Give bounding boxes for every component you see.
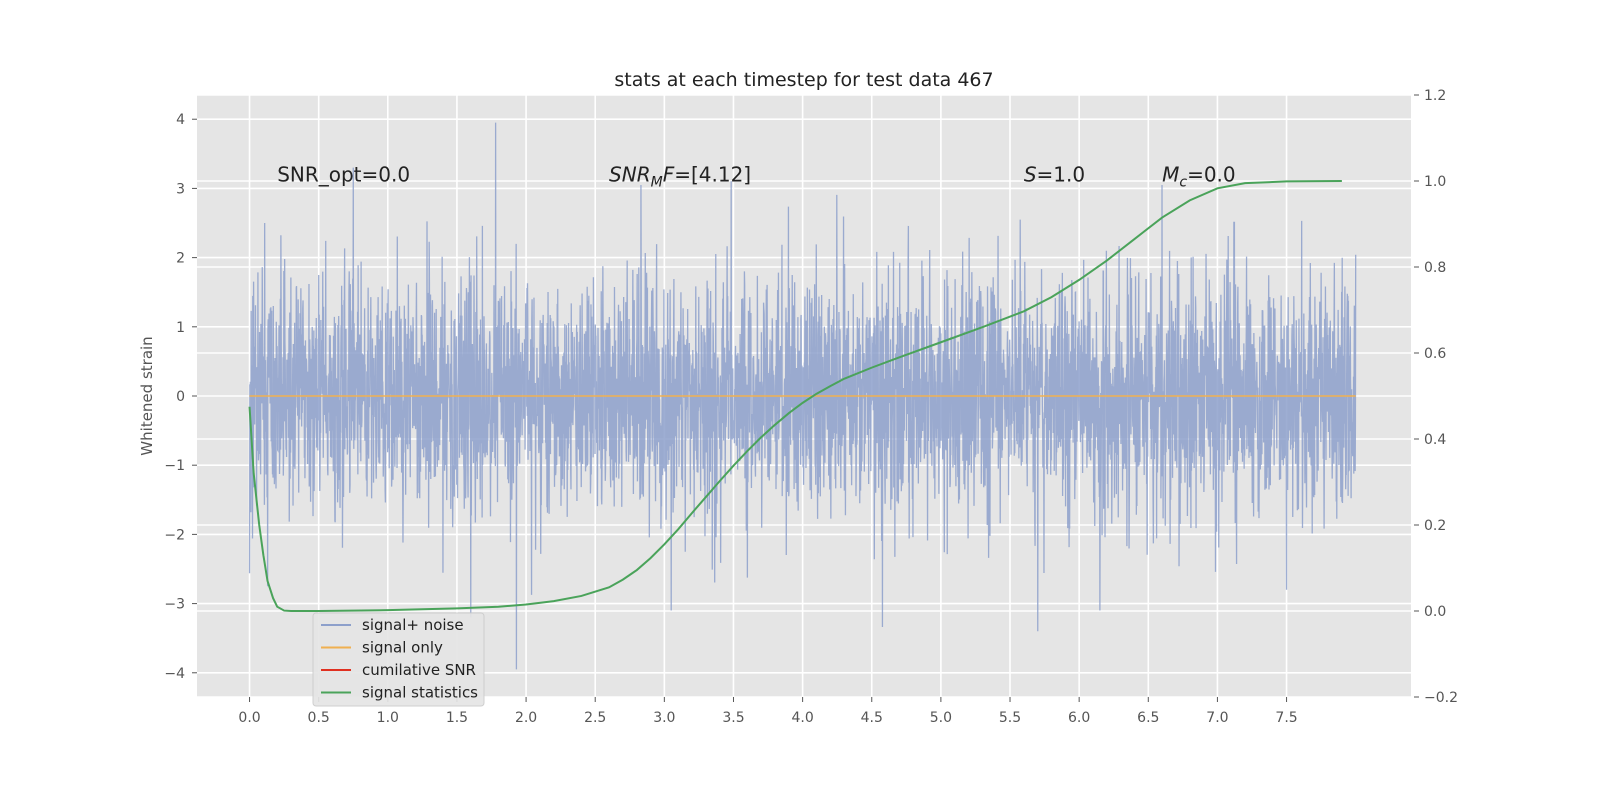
annotation-label: S=1.0: [1024, 162, 1085, 186]
y2-tick-label: 0.0: [1424, 604, 1446, 620]
y2-tick-label: 0.4: [1424, 432, 1446, 448]
annotation-label: SNR_opt=0.0: [277, 162, 410, 186]
annotation-label: Mc=0.0: [1162, 162, 1236, 190]
y2-tick-label: 1.0: [1424, 174, 1446, 190]
y-tick-label: 2: [176, 251, 185, 267]
x-tick-label: 1.5: [446, 710, 468, 726]
y-tick-label: −2: [164, 527, 185, 543]
x-tick-label: 5.0: [930, 710, 952, 726]
series-line-signal-noise: [248, 122, 1357, 670]
series-line-signal-statistics: [248, 180, 1342, 612]
legend-entry: cumilative SNR: [362, 661, 476, 679]
y2-tick-label: 0.8: [1424, 260, 1446, 276]
y-tick-label: −4: [164, 666, 185, 682]
legend: signal+ noise signal only cumilative SNR si…: [312, 612, 485, 707]
chart-title: stats at each timestep for test data 467: [614, 69, 993, 91]
y-tick-label: −1: [164, 458, 185, 474]
y2-tick-label: 0.6: [1424, 346, 1446, 362]
series-layer: [248, 122, 1357, 670]
y-tick-label: −3: [164, 597, 185, 613]
x-tick-label: 0.0: [238, 710, 260, 726]
y2-tick-label: 0.2: [1424, 518, 1446, 534]
annotation-label: SNRMF=[4.12]: [609, 162, 751, 190]
legend-entry: signal statistics: [362, 684, 478, 702]
annotations: SNR_opt=0.0 SNRMF=[4.12] S=1.0 Mc=0.0: [277, 162, 1235, 190]
x-tick-label: 2.0: [515, 710, 537, 726]
x-tick-label: 7.5: [1275, 710, 1297, 726]
x-tick-label: 5.5: [999, 710, 1021, 726]
x-tick-label: 7.0: [1206, 710, 1228, 726]
axes: 0.0 0.5 1.0 1.5 2.0 2.5 3.0 3.5 4.0 4.5 5.0 5.5 6.0 6…: [164, 88, 1458, 726]
y-tick-label: 0: [176, 389, 185, 405]
legend-box: [312, 612, 485, 707]
y2-tick-label: 1.2: [1424, 88, 1446, 104]
x-tick-label: 6.0: [1068, 710, 1090, 726]
legend-entry: signal+ noise: [362, 616, 464, 634]
x-tick-label: 4.5: [861, 710, 883, 726]
y-tick-label: 1: [176, 320, 185, 336]
x-tick-label: 1.0: [377, 710, 399, 726]
y-axis-label: Whitened strain: [138, 336, 156, 455]
y-tick-label: 3: [176, 181, 185, 197]
x-tick-label: 0.5: [308, 710, 330, 726]
x-tick-label: 3.0: [653, 710, 675, 726]
y-tick-label: 4: [176, 112, 185, 128]
y2-tick-label: −0.2: [1424, 690, 1458, 706]
x-tick-label: 4.0: [791, 710, 813, 726]
x-tick-label: 6.5: [1137, 710, 1159, 726]
x-tick-label: 3.5: [722, 710, 744, 726]
legend-entry: signal only: [362, 639, 443, 657]
x-tick-label: 2.5: [584, 710, 606, 726]
